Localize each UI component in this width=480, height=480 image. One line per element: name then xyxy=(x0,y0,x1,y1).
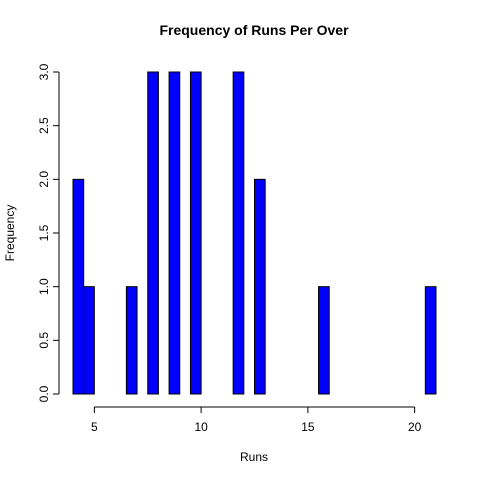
x-tick-label: 20 xyxy=(408,420,422,434)
histogram-bar xyxy=(190,72,201,394)
histogram-bar xyxy=(84,287,95,394)
histogram-bar xyxy=(148,72,159,394)
x-tick-label: 10 xyxy=(194,420,208,434)
y-tick-label: 1.0 xyxy=(37,278,51,295)
chart-title: Frequency of Runs Per Over xyxy=(159,22,349,38)
y-tick-label: 2.5 xyxy=(37,117,51,134)
histogram-bar xyxy=(319,287,330,394)
y-tick-label: 3.0 xyxy=(37,63,51,80)
histogram-bar xyxy=(255,179,266,394)
histogram-bar xyxy=(233,72,244,394)
x-axis-label: Runs xyxy=(240,450,268,464)
y-tick-label: 2.0 xyxy=(37,171,51,188)
bars-group xyxy=(73,72,436,394)
histogram-bar xyxy=(169,72,180,394)
x-tick-label: 15 xyxy=(301,420,315,434)
y-tick-label: 0.0 xyxy=(37,385,51,402)
y-tick-label: 0.5 xyxy=(37,332,51,349)
histogram-bar xyxy=(73,179,84,394)
histogram-bar xyxy=(425,287,436,394)
y-tick-label: 1.5 xyxy=(37,224,51,241)
histogram-bar xyxy=(126,287,137,394)
y-axis-label: Frequency xyxy=(3,205,17,262)
y-axis: 0.0 0.5 1.0 1.5 2.0 2.5 3.0 xyxy=(37,63,59,402)
x-axis: 5 10 15 20 xyxy=(91,407,422,434)
x-tick-label: 5 xyxy=(91,420,98,434)
